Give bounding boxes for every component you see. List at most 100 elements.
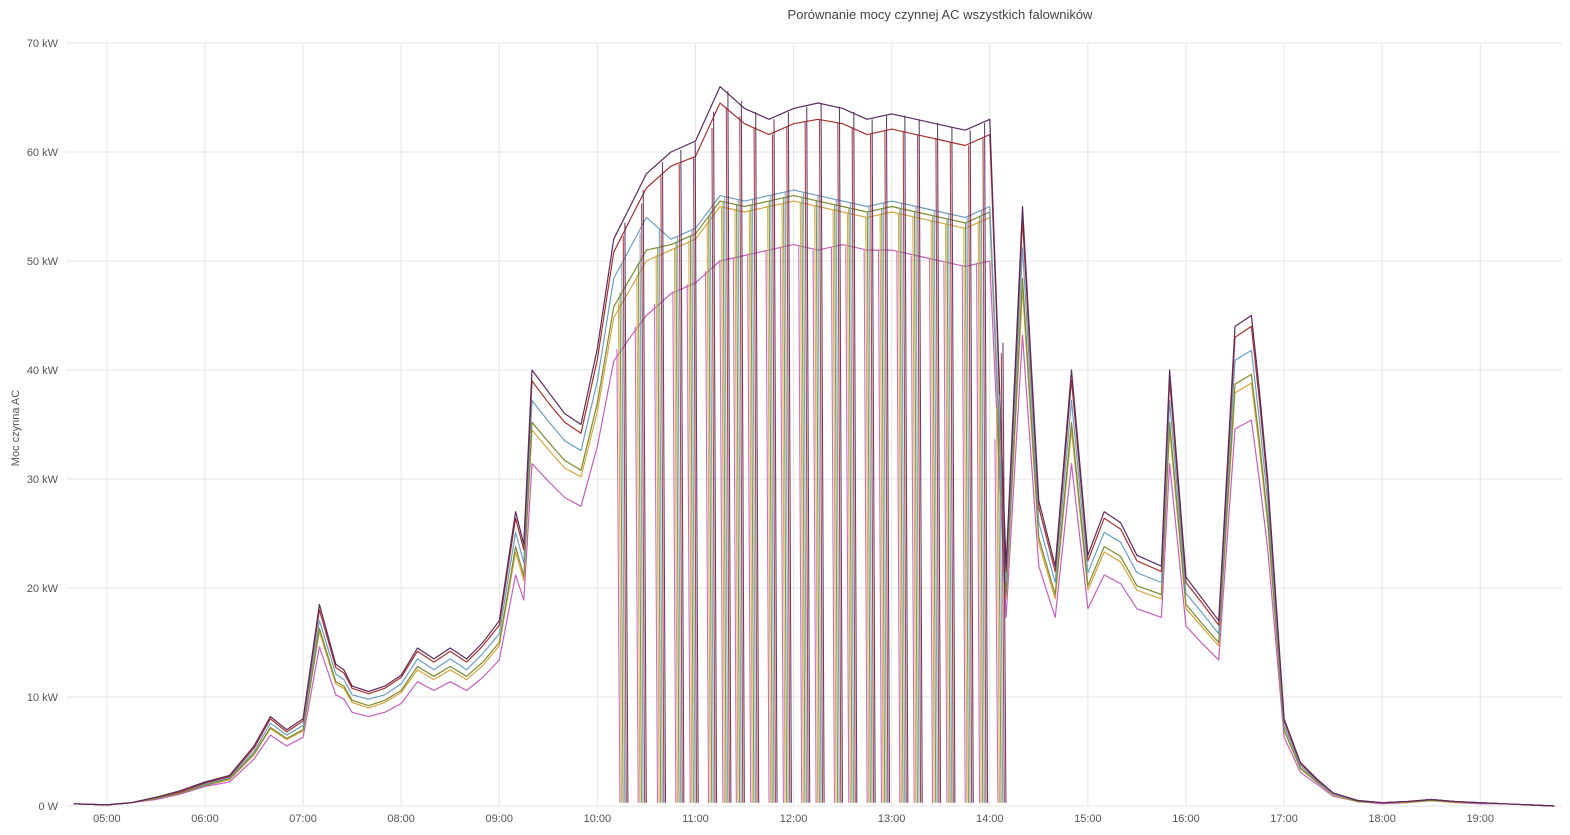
dropout-spike — [869, 134, 875, 803]
dropout-spike — [915, 206, 920, 803]
dropout-spike — [818, 119, 824, 803]
dropout-spike — [641, 203, 646, 803]
y-tick-label: 0 W — [38, 801, 58, 813]
dropout-spike — [653, 303, 659, 803]
dropout-spike — [994, 439, 999, 803]
dropout-spike — [918, 119, 923, 803]
x-tick-label: 05:00 — [93, 813, 121, 825]
dropout-spike — [897, 213, 902, 803]
dropout-spike — [688, 240, 693, 803]
dropout-spike — [750, 204, 755, 803]
y-tick-label: 60 kW — [27, 147, 59, 159]
dropout-spike — [639, 232, 644, 803]
dropout-spike — [901, 202, 906, 803]
dropout-spike — [622, 235, 627, 803]
dropout-spike — [868, 206, 873, 803]
dropout-spike — [677, 237, 682, 803]
dropout-spike — [657, 247, 662, 803]
dropout-spike — [949, 141, 954, 803]
dropout-spike — [802, 191, 808, 803]
x-tick-label: 07:00 — [289, 813, 317, 825]
dropout-spike — [767, 206, 772, 803]
dropout-spike — [1002, 342, 1007, 803]
series-line — [73, 189, 1555, 807]
dropout-spike — [968, 145, 973, 803]
chart-title: Porównanie mocy czynnej AC wszystkich fa… — [788, 7, 1094, 22]
dropout-spike — [719, 259, 724, 803]
series-line — [73, 86, 1555, 807]
dropout-spike — [804, 122, 809, 803]
dropout-spike — [658, 229, 663, 803]
dropout-spike — [624, 222, 629, 803]
dropout-spike — [727, 90, 732, 803]
dropout-spike — [675, 242, 680, 803]
dropout-spike — [753, 127, 758, 803]
dropout-spike — [691, 229, 696, 803]
dropout-spike — [748, 210, 753, 803]
x-tick-label: 11:00 — [682, 813, 709, 825]
dropout-spike — [781, 202, 786, 803]
x-tick-label: 16:00 — [1172, 813, 1200, 825]
dropout-spike — [747, 253, 752, 803]
dropout-spike — [704, 271, 710, 803]
dropout-spike — [896, 251, 901, 803]
dropout-spike — [961, 266, 966, 803]
dropout-spike — [871, 119, 876, 803]
dropout-spike — [837, 122, 842, 803]
dropout-spike — [877, 250, 883, 803]
dropout-spike — [838, 106, 843, 803]
dropout-spike — [680, 149, 685, 803]
dropout-spike — [755, 112, 760, 803]
dropout-spike — [725, 107, 730, 803]
x-tick-label: 08:00 — [387, 813, 415, 825]
dropout-spike — [740, 101, 745, 803]
dropout-spike — [912, 217, 917, 803]
dropout-spike — [739, 116, 744, 803]
dropout-spike — [976, 262, 981, 803]
dropout-spike — [935, 138, 940, 803]
dropout-spike — [885, 115, 891, 803]
x-tick-label: 13:00 — [878, 813, 906, 825]
dropout-spike — [997, 403, 1002, 803]
dropout-spike — [642, 190, 647, 803]
dropout-spike — [850, 202, 855, 803]
x-tick-label: 14:00 — [976, 813, 1004, 825]
dropout-spike — [724, 196, 729, 803]
dropout-spike — [765, 250, 770, 803]
dropout-spike — [946, 219, 951, 803]
dropout-spike — [673, 247, 678, 803]
dropout-spike — [820, 102, 825, 803]
dropout-spike — [693, 157, 698, 803]
dropout-spike — [672, 291, 677, 803]
dropout-spike — [964, 222, 969, 803]
dropout-spike — [984, 122, 989, 803]
dropout-spike — [770, 195, 775, 803]
dropout-spike — [999, 394, 1004, 803]
dropout-spike — [773, 119, 778, 803]
dropout-spike — [866, 211, 871, 803]
dropout-spike — [977, 221, 982, 803]
dropout-spike — [834, 204, 839, 803]
dropout-spike — [963, 228, 968, 803]
dropout-spike — [689, 235, 694, 803]
dropout-spike — [706, 221, 711, 803]
dropout-spike — [865, 217, 870, 803]
dropout-spike — [686, 284, 691, 803]
dropout-spike — [617, 303, 623, 803]
x-tick-label: 15:00 — [1074, 813, 1102, 825]
dropout-spike — [882, 202, 887, 803]
dropout-spike — [637, 264, 642, 803]
dropout-spike — [712, 112, 718, 803]
y-tick-label: 30 kW — [27, 474, 59, 486]
dropout-spike — [930, 221, 935, 803]
dropout-spike — [884, 130, 889, 803]
dropout-spike — [779, 246, 784, 803]
dropout-spike — [735, 204, 741, 803]
dropout-spike — [815, 201, 820, 803]
dropout-spike — [966, 217, 971, 803]
y-tick-label: 40 kW — [27, 365, 59, 377]
series-line — [73, 244, 1555, 807]
dropout-spike — [661, 162, 667, 803]
x-axis-ticks: 05:00 06:00 07:00 08:00 09:00 10:00 11:00 12:00… — [93, 813, 1494, 825]
x-tick-label: 17:00 — [1270, 813, 1298, 825]
